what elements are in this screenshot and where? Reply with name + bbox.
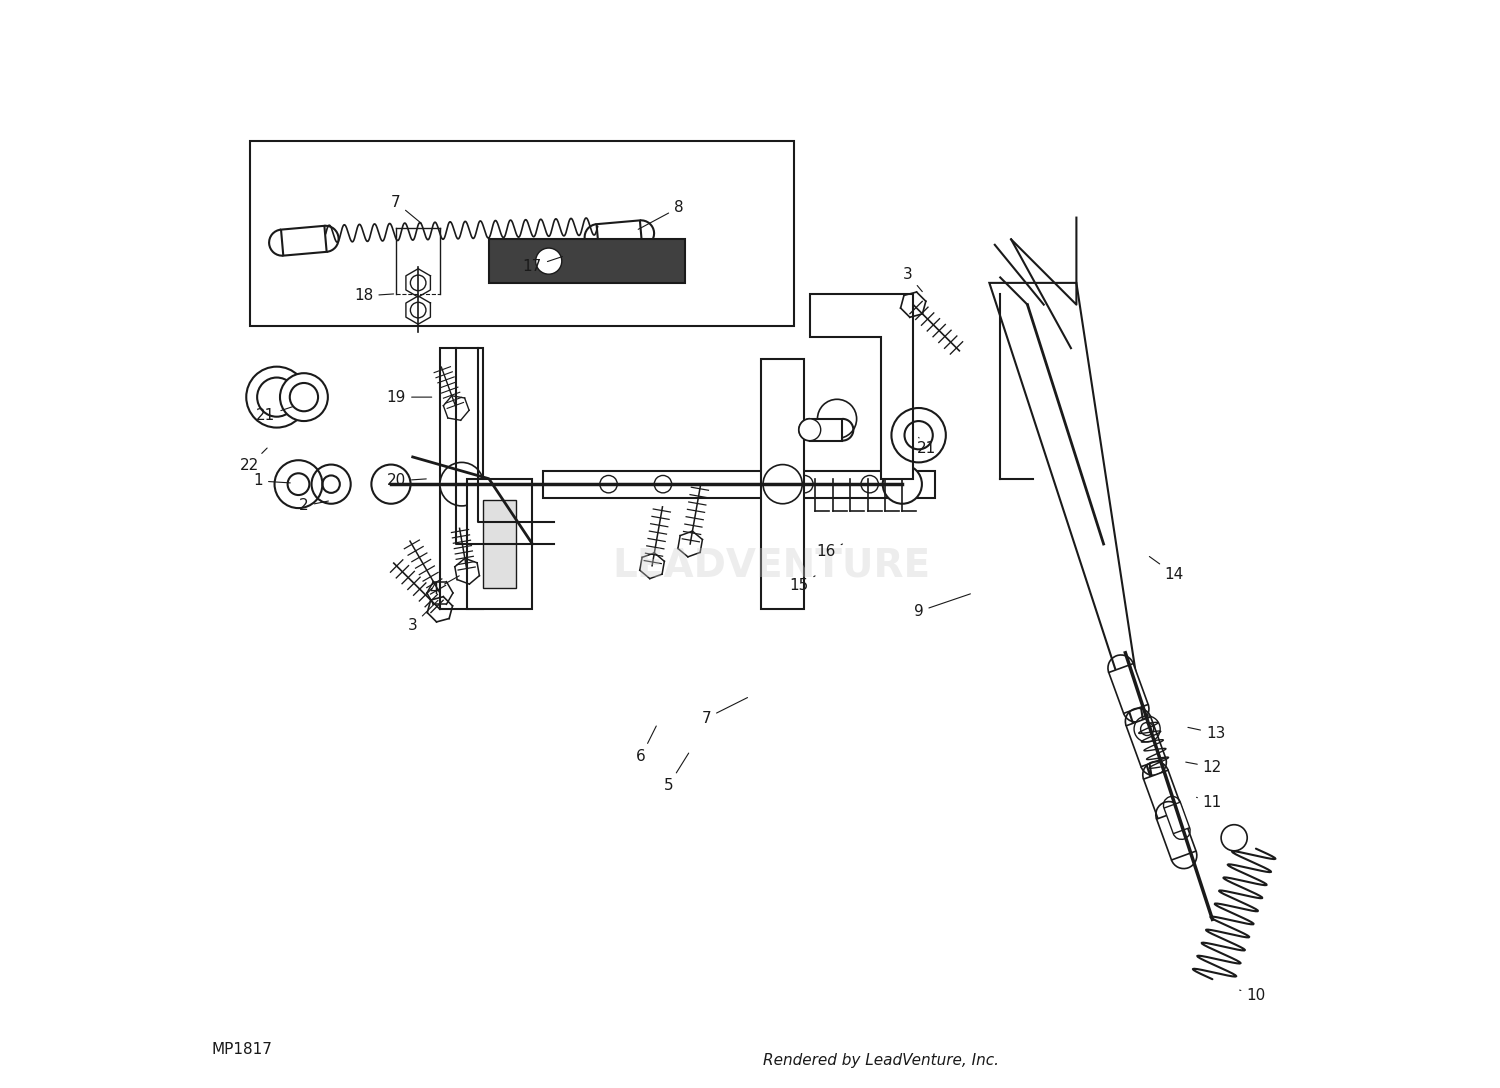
Bar xyxy=(543,470,934,497)
Text: 17: 17 xyxy=(524,257,562,274)
Text: MP1817: MP1817 xyxy=(211,1042,273,1058)
Bar xyxy=(489,239,684,283)
Bar xyxy=(483,500,516,588)
Circle shape xyxy=(256,378,297,417)
Circle shape xyxy=(861,475,879,493)
Text: 13: 13 xyxy=(1188,726,1225,741)
Text: 5: 5 xyxy=(663,753,688,793)
Circle shape xyxy=(818,399,856,438)
Bar xyxy=(466,479,532,609)
Text: Rendered by LeadVenture, Inc.: Rendered by LeadVenture, Inc. xyxy=(762,1053,999,1068)
Circle shape xyxy=(654,475,672,493)
Text: 21: 21 xyxy=(256,407,292,423)
Text: 8: 8 xyxy=(638,200,684,230)
Text: 6: 6 xyxy=(636,726,657,764)
Circle shape xyxy=(800,419,820,441)
Text: 7: 7 xyxy=(702,697,747,726)
Circle shape xyxy=(280,373,328,421)
Text: 1: 1 xyxy=(254,473,291,489)
Circle shape xyxy=(246,367,308,428)
Polygon shape xyxy=(1156,811,1196,860)
Text: 4: 4 xyxy=(429,576,459,597)
Text: 16: 16 xyxy=(816,544,843,559)
Circle shape xyxy=(372,465,411,504)
Text: 10: 10 xyxy=(1239,988,1266,1003)
Text: 22: 22 xyxy=(240,448,267,473)
Polygon shape xyxy=(280,226,327,256)
Text: 14: 14 xyxy=(1149,556,1184,582)
Text: 9: 9 xyxy=(914,594,970,619)
Polygon shape xyxy=(597,221,642,250)
Text: 11: 11 xyxy=(1197,795,1222,811)
Polygon shape xyxy=(1164,802,1190,833)
Polygon shape xyxy=(760,359,804,609)
Circle shape xyxy=(1221,825,1246,851)
Text: 3: 3 xyxy=(903,267,922,292)
Text: 7: 7 xyxy=(392,195,422,223)
Circle shape xyxy=(600,475,618,493)
Text: LEADVENTURE: LEADVENTURE xyxy=(612,547,932,584)
Text: 3: 3 xyxy=(408,601,438,633)
Polygon shape xyxy=(1143,770,1184,820)
Polygon shape xyxy=(1108,664,1148,714)
Polygon shape xyxy=(440,348,483,609)
Circle shape xyxy=(290,383,318,411)
Polygon shape xyxy=(1126,717,1166,767)
Circle shape xyxy=(440,462,483,506)
Text: 18: 18 xyxy=(354,288,393,304)
Text: 15: 15 xyxy=(789,576,814,593)
Circle shape xyxy=(882,465,922,504)
Polygon shape xyxy=(810,419,843,441)
Bar xyxy=(249,141,794,326)
Polygon shape xyxy=(810,294,913,479)
Text: 12: 12 xyxy=(1186,759,1222,775)
Circle shape xyxy=(536,248,562,274)
Text: 19: 19 xyxy=(387,390,432,405)
Text: 2: 2 xyxy=(298,498,328,514)
Circle shape xyxy=(795,475,813,493)
Text: 21: 21 xyxy=(916,437,936,456)
Text: 20: 20 xyxy=(387,473,426,489)
Circle shape xyxy=(764,465,802,504)
